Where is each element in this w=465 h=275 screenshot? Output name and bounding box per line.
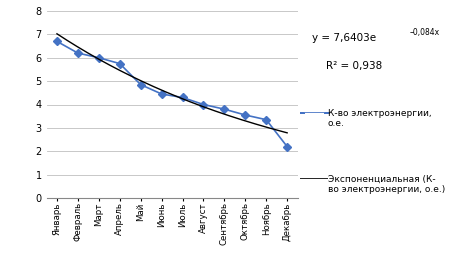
Text: К-во электроэнергии,
о.е.: К-во электроэнергии, о.е. <box>328 109 432 128</box>
Text: y = 7,6403e: y = 7,6403e <box>312 33 376 43</box>
Text: –0,084x: –0,084x <box>409 28 439 37</box>
Text: Экспоненциальная (К-
во электроэнергии, о.е.): Экспоненциальная (К- во электроэнергии, … <box>328 175 445 194</box>
Text: R² = 0,938: R² = 0,938 <box>326 60 382 70</box>
